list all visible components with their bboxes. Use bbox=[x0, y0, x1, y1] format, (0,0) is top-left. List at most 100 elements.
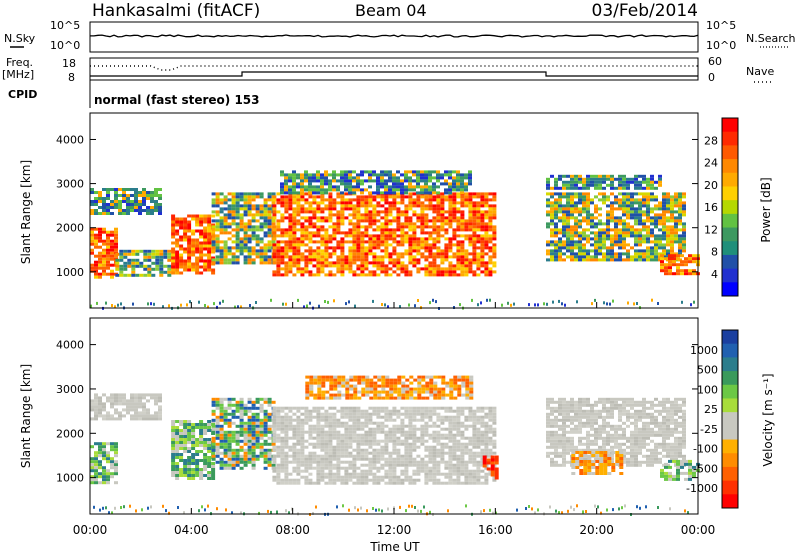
echo-cell bbox=[292, 219, 296, 222]
echo-cell bbox=[179, 239, 183, 242]
nave-label: Nave bbox=[746, 65, 774, 78]
echo-cell bbox=[412, 479, 416, 482]
echo-cell bbox=[456, 252, 460, 255]
echo-cell bbox=[232, 204, 236, 207]
echo-cell bbox=[224, 231, 228, 234]
echo-cell bbox=[332, 422, 336, 425]
echo-cell bbox=[452, 182, 456, 185]
echo-cell bbox=[272, 240, 276, 243]
echo-cell bbox=[400, 179, 404, 182]
echo-cell bbox=[416, 176, 420, 179]
echo-cell bbox=[364, 179, 368, 182]
echo-cell bbox=[658, 204, 662, 207]
echo-cell bbox=[110, 402, 114, 405]
echo-cell bbox=[472, 225, 476, 228]
echo-cell bbox=[480, 213, 484, 216]
echo-cell bbox=[412, 179, 416, 182]
echo-cell bbox=[203, 236, 207, 239]
echo-cell bbox=[384, 476, 388, 479]
echo-cell bbox=[122, 188, 126, 191]
echo-cell bbox=[468, 213, 472, 216]
echo-cell bbox=[372, 440, 376, 443]
echo-cell bbox=[296, 201, 300, 204]
echo-cell bbox=[280, 449, 284, 452]
echo-cell bbox=[392, 446, 396, 449]
echo-cell bbox=[448, 470, 452, 473]
echo-cell bbox=[384, 264, 388, 267]
echo-cell bbox=[444, 210, 448, 213]
echo-cell bbox=[324, 261, 328, 264]
echo-cell bbox=[328, 434, 332, 437]
echo-cell bbox=[662, 237, 666, 240]
echo-cell bbox=[566, 246, 570, 249]
echo-cell bbox=[436, 452, 440, 455]
echo-cell bbox=[464, 482, 468, 485]
echo-cell bbox=[256, 234, 260, 237]
echo-cell bbox=[492, 264, 496, 267]
echo-cell bbox=[236, 416, 240, 419]
echo-cell bbox=[460, 270, 464, 273]
echo-cell bbox=[296, 240, 300, 243]
echo-cell bbox=[316, 234, 320, 237]
echo-cell bbox=[216, 443, 220, 446]
echo-cell bbox=[232, 452, 236, 455]
echo-cell bbox=[244, 237, 248, 240]
echo-cell bbox=[212, 225, 216, 228]
echo-cell bbox=[388, 252, 392, 255]
echo-cell bbox=[110, 457, 114, 460]
echo-cell bbox=[304, 407, 308, 410]
echo-cell bbox=[332, 455, 336, 458]
echo-cell bbox=[90, 243, 94, 246]
echo-cell bbox=[348, 213, 352, 216]
echo-cell bbox=[348, 188, 352, 191]
echo-cell bbox=[674, 195, 678, 198]
echo-cell bbox=[459, 303, 461, 306]
echo-cell bbox=[574, 240, 578, 243]
echo-cell bbox=[228, 246, 232, 249]
echo-cell bbox=[232, 210, 236, 213]
echo-cell bbox=[130, 405, 134, 408]
echo-cell bbox=[460, 407, 464, 410]
echo-cell bbox=[578, 249, 582, 252]
echo-cell bbox=[392, 182, 396, 185]
echo-cell bbox=[187, 468, 191, 471]
echo-cell bbox=[464, 407, 468, 410]
echo-cell bbox=[183, 239, 187, 242]
echo-cell bbox=[146, 417, 150, 420]
cbar-tick-label: 16 bbox=[704, 201, 718, 214]
echo-cell bbox=[582, 192, 586, 195]
echo-cell bbox=[574, 228, 578, 231]
echo-cell bbox=[468, 243, 472, 246]
echo-cell bbox=[356, 219, 360, 222]
echo-cell bbox=[212, 249, 216, 252]
echo-cell bbox=[115, 274, 119, 277]
echo-cell bbox=[440, 422, 444, 425]
echo-cell bbox=[158, 212, 162, 215]
echo-cell bbox=[396, 225, 400, 228]
echo-cell bbox=[456, 261, 460, 264]
echo-cell bbox=[558, 237, 562, 240]
echo-cell bbox=[460, 179, 464, 182]
echo-cell bbox=[228, 437, 232, 440]
echo-cell bbox=[420, 240, 424, 243]
echo-cell bbox=[224, 452, 228, 455]
echo-cell bbox=[424, 434, 428, 437]
echo-cell bbox=[590, 178, 594, 181]
echo-cell bbox=[368, 437, 372, 440]
echo-cell bbox=[300, 476, 304, 479]
echo-cell bbox=[264, 452, 268, 455]
echo-cell bbox=[352, 204, 356, 207]
y-tick-label: 3000 bbox=[56, 178, 84, 191]
echo-cell bbox=[570, 204, 574, 207]
echo-cell bbox=[432, 446, 436, 449]
echo-cell bbox=[195, 245, 199, 248]
echo-cell bbox=[372, 473, 376, 476]
echo-cell bbox=[372, 437, 376, 440]
echo-cell bbox=[586, 201, 590, 204]
echo-cell bbox=[344, 467, 348, 470]
echo-cell bbox=[119, 259, 123, 262]
echo-cell bbox=[236, 410, 240, 413]
echo-cell bbox=[460, 410, 464, 413]
echo-cell bbox=[408, 425, 412, 428]
echo-cell bbox=[424, 176, 428, 179]
